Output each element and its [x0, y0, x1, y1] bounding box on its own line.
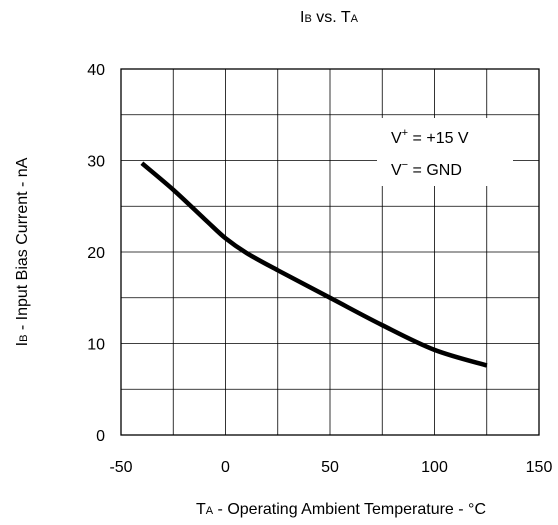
y-axis-label: IB - Input Bias Current - nA — [14, 157, 31, 346]
y-tick-label: 20 — [87, 245, 105, 262]
x-tick-label: 100 — [421, 459, 448, 476]
chart-title: IB vs. TA — [300, 9, 359, 26]
annotation-box-bg — [377, 118, 513, 186]
x-tick-label: 150 — [526, 459, 553, 476]
y-tick-labels: 0 10 20 30 40 — [87, 62, 105, 445]
y-tick-label: 10 — [87, 337, 105, 354]
x-axis-label: TA - Operating Ambient Temperature - °C — [196, 501, 486, 518]
plot-frame — [120, 68, 540, 436]
series-line — [140, 161, 488, 368]
x-tick-label: 0 — [221, 459, 230, 476]
annotation-line-1: V+ = +15 V — [391, 127, 469, 147]
annotation-line-2: V− = GND — [391, 159, 462, 179]
x-tick-labels: -50 0 50 100 150 — [109, 459, 552, 476]
y-tick-label: 40 — [87, 62, 105, 79]
x-tick-label: 50 — [321, 459, 339, 476]
y-tick-label: 30 — [87, 154, 105, 171]
x-tick-label: -50 — [109, 459, 132, 476]
y-tick-label: 0 — [96, 428, 105, 445]
